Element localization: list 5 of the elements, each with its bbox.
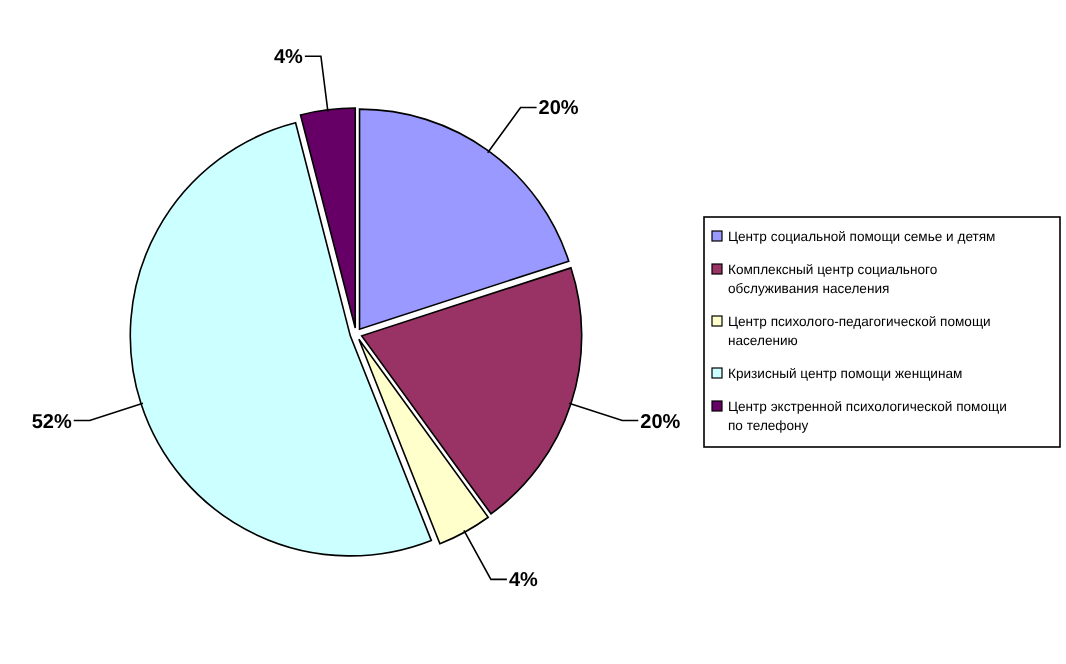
- data-label: 4%: [508, 570, 539, 593]
- data-label: 52%: [31, 411, 72, 434]
- data-label: 4%: [274, 47, 304, 70]
- data-label: 20%: [538, 98, 579, 121]
- data-label: 20%: [640, 411, 681, 434]
